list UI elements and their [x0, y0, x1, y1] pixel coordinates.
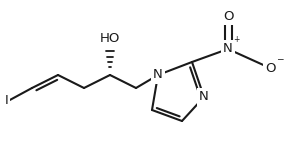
Text: −: −: [276, 54, 284, 63]
Text: I: I: [4, 94, 8, 107]
Text: N: N: [199, 91, 209, 103]
Text: N: N: [153, 69, 163, 82]
Text: O: O: [265, 62, 275, 74]
Text: O: O: [223, 10, 233, 22]
Text: HO: HO: [100, 31, 120, 44]
Text: N: N: [223, 42, 233, 55]
Text: +: +: [233, 35, 239, 44]
